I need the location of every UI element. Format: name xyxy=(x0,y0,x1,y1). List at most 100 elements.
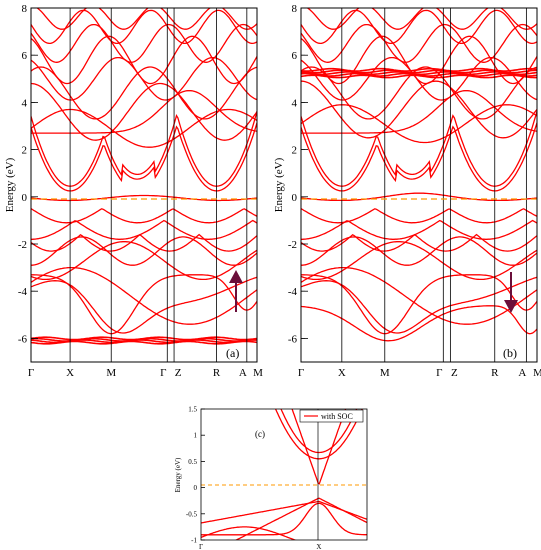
panel-c-tag: (c) xyxy=(255,429,265,439)
x-tick-label: A xyxy=(239,367,247,379)
x-tick-label: Γ xyxy=(199,543,203,550)
y-tick-label: -4 xyxy=(288,286,298,298)
valence-band xyxy=(301,192,537,202)
panel-a-ylabel: Energy (eV) xyxy=(4,157,16,212)
panel-c-legend: with SOC xyxy=(299,409,364,423)
conduction-band xyxy=(301,56,537,101)
conduction-band xyxy=(31,9,257,45)
panel-c-bands xyxy=(201,409,367,540)
conduction-band xyxy=(301,23,537,63)
x-tick-label: M xyxy=(106,367,116,379)
x-tick-label: Γ xyxy=(28,367,34,379)
soc-valence-band xyxy=(234,497,367,540)
valence-band xyxy=(301,276,537,334)
x-tick-label: Γ xyxy=(160,367,166,379)
panel-a-spin-up-arrow-icon xyxy=(229,270,243,312)
x-tick-label: Z xyxy=(451,367,458,379)
valence-band xyxy=(31,219,257,240)
panel-b-yticks: 8 6 4 2 0 -2 -4 -6 xyxy=(288,3,308,345)
x-tick-label: X xyxy=(66,367,74,379)
y-tick-label: 0 xyxy=(194,484,198,492)
y-tick-label: 1 xyxy=(194,432,198,440)
x-tick-label: M xyxy=(380,367,390,379)
flat-band xyxy=(301,67,537,72)
panel-a-frame xyxy=(30,7,258,363)
conduction-band xyxy=(31,56,257,101)
y-tick-label: -1 xyxy=(191,537,197,545)
valence-band xyxy=(31,266,257,325)
valence-band xyxy=(301,305,537,342)
conduction-band xyxy=(301,122,537,192)
valence-band xyxy=(301,236,537,266)
panel-a-kpoint-lines xyxy=(69,8,248,362)
y-tick-label: 0.5 xyxy=(188,458,197,466)
valence-band xyxy=(31,194,257,202)
y-tick-label: -6 xyxy=(288,333,298,345)
panel-c-frame xyxy=(200,408,368,541)
panel-a-tag: (a) xyxy=(226,346,239,360)
y-tick-label: 0 xyxy=(292,192,298,204)
y-tick-label: -6 xyxy=(18,333,28,345)
valence-band xyxy=(31,240,257,281)
y-tick-label: 8 xyxy=(292,3,298,15)
valence-band xyxy=(301,208,537,224)
y-tick-label: 4 xyxy=(292,97,298,109)
valence-band xyxy=(31,208,257,224)
y-tick-label: -2 xyxy=(288,239,297,251)
soc-valence-band xyxy=(201,502,367,536)
panel-a-bands xyxy=(31,8,257,345)
y-tick-label: 0 xyxy=(22,192,28,204)
conduction-band xyxy=(301,104,537,144)
valence-band xyxy=(31,236,257,266)
conduction-band xyxy=(31,23,257,63)
conduction-band xyxy=(36,8,257,30)
panel-c-ylabel: Energy (eV) xyxy=(174,457,182,492)
x-tick-label: Γ xyxy=(298,367,304,379)
valence-band xyxy=(301,233,537,252)
panel-b-bands xyxy=(301,8,537,342)
y-tick-label: 2 xyxy=(292,145,298,157)
conduction-band xyxy=(301,111,537,187)
conduction-band xyxy=(301,9,537,45)
x-tick-label: M xyxy=(533,367,541,379)
conduction-band xyxy=(31,111,257,187)
x-tick-label: X xyxy=(316,543,321,550)
y-tick-label: 1.5 xyxy=(188,406,197,414)
conduction-band xyxy=(31,82,257,141)
panel-c-legend-label: with SOC xyxy=(321,412,353,421)
conduction-band xyxy=(31,35,257,85)
soc-conduction-band xyxy=(274,409,363,460)
y-tick-label: -2 xyxy=(18,239,27,251)
panel-a-yticks: 8 6 4 2 0 -2 -4 -6 xyxy=(18,3,38,345)
flat-band xyxy=(301,71,537,76)
conduction-band xyxy=(31,89,257,134)
y-tick-label: 8 xyxy=(22,3,28,15)
conduction-band xyxy=(301,89,537,134)
conduction-band xyxy=(31,122,257,192)
x-tick-label: X xyxy=(338,367,346,379)
valence-band xyxy=(301,274,537,335)
conduction-band xyxy=(306,8,537,30)
soc-valence-band xyxy=(201,526,367,540)
y-tick-label: 4 xyxy=(22,97,28,109)
y-tick-label: 6 xyxy=(292,50,298,62)
soc-conduction-band xyxy=(291,409,347,485)
y-tick-label: 2 xyxy=(22,145,28,157)
panel-b-kpoint-lines xyxy=(341,8,527,362)
y-tick-label: 6 xyxy=(22,50,28,62)
valence-band xyxy=(31,233,257,252)
x-tick-label: R xyxy=(213,367,221,379)
panel-c-yticks: 1.5 1 0.5 0 -0.5 -1 xyxy=(186,406,205,545)
y-tick-label: -4 xyxy=(18,286,28,298)
x-tick-label: Z xyxy=(175,367,182,379)
panel-b-tag: (b) xyxy=(503,346,517,360)
y-tick-label: -0.5 xyxy=(186,510,198,518)
x-tick-label: Γ xyxy=(436,367,442,379)
